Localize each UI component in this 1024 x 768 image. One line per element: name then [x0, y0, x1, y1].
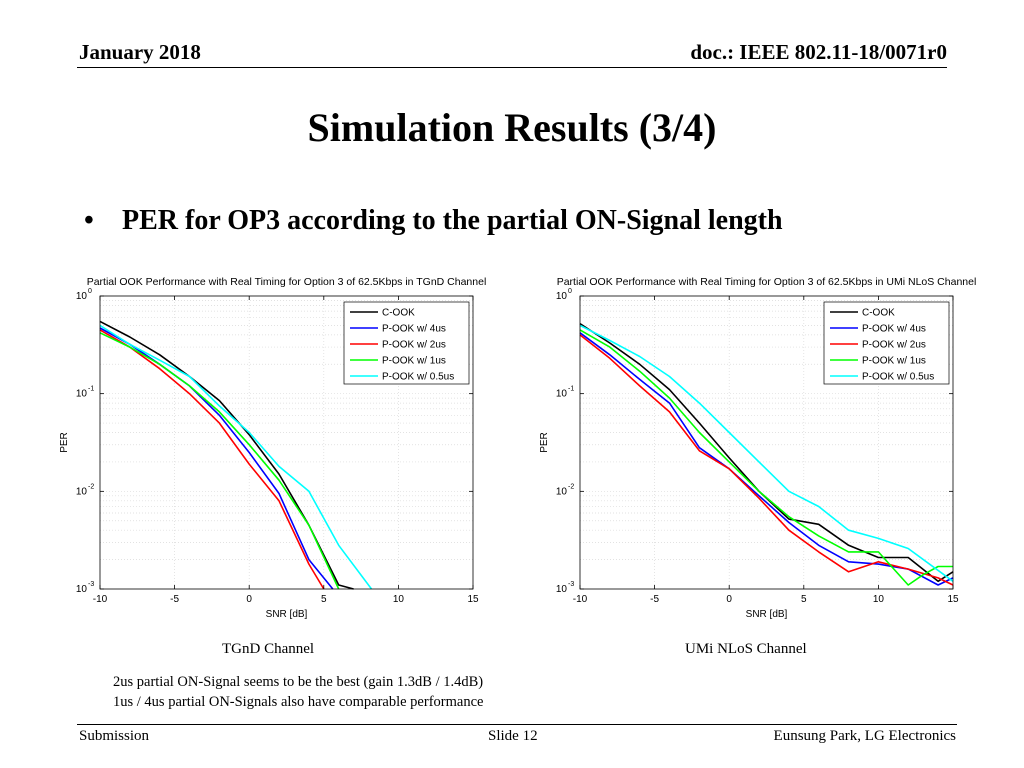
legend-entry-3: P-OOK w/ 1us	[382, 356, 446, 367]
x-tick-label: -5	[650, 594, 659, 605]
caption-umi: UMi NLoS Channel	[685, 641, 807, 657]
x-axis-label: SNR [dB]	[746, 609, 788, 620]
legend-entry-2: P-OOK w/ 2us	[382, 340, 446, 351]
x-tick-label: 0	[246, 594, 252, 605]
y-tick-exponent: -2	[568, 483, 574, 490]
footer-author: Eunsung Park, LG Electronics	[773, 728, 956, 744]
legend-entry-0: C-OOK	[862, 308, 895, 319]
note-line-2: 1us / 4us partial ON-Signals also have c…	[113, 694, 484, 710]
series-line-4	[99, 324, 373, 590]
legend-box	[823, 301, 950, 385]
y-axis-label: PER	[59, 432, 70, 453]
x-tick-label: 5	[321, 594, 327, 605]
axes-box	[99, 295, 474, 590]
series-line-2	[99, 329, 325, 590]
y-tick-label: 10	[76, 486, 88, 497]
footer-rule	[77, 724, 957, 725]
legend-entry-3: P-OOK w/ 1us	[862, 356, 926, 367]
legend: C-OOK P-OOK w/ 4us P-OOK w/ 2us P-OOK w/ 1u…	[343, 301, 470, 385]
y-tick-exponent: -3	[88, 581, 94, 588]
chart-tgnd: Partial OOK Performance with Real Timing…	[59, 276, 487, 620]
axes-box	[579, 295, 954, 590]
legend-entry-4: P-OOK w/ 0.5us	[382, 372, 454, 383]
legend-entry-4: P-OOK w/ 0.5us	[862, 372, 934, 383]
x-tick-label: 15	[947, 594, 959, 605]
y-tick-exponent: -3	[568, 581, 574, 588]
footer-submission: Submission	[79, 728, 150, 744]
y-tick-exponent: 0	[568, 288, 572, 295]
y-tick-exponent: -1	[88, 386, 94, 393]
series-line-0	[99, 320, 354, 590]
y-tick-exponent: 0	[88, 288, 92, 295]
chart-title: Partial OOK Performance with Real Timing…	[557, 276, 977, 288]
notes: 2us partial ON-Signal seems to be the be…	[113, 672, 483, 712]
bullet-text: PER for OP3 according to the partial ON-…	[122, 205, 783, 236]
x-tick-label: 15	[467, 594, 479, 605]
chart-umi-nlos: Partial OOK Performance with Real Timing…	[539, 276, 977, 620]
y-tick-label: 10	[556, 584, 568, 595]
x-tick-label: -10	[93, 594, 108, 605]
x-tick-label: 0	[726, 594, 732, 605]
x-tick-label: 10	[393, 594, 405, 605]
header-date: January 2018	[79, 40, 201, 64]
legend-entry-2: P-OOK w/ 2us	[862, 340, 926, 351]
y-axis-label: PER	[539, 432, 550, 453]
series-line-3	[99, 332, 340, 590]
y-tick-label: 10	[76, 389, 88, 400]
x-tick-label: 10	[873, 594, 885, 605]
series-line-0	[579, 323, 954, 583]
y-tick-label: 10	[76, 584, 88, 595]
legend-box	[343, 301, 470, 385]
y-tick-label: 10	[556, 389, 568, 400]
grid	[100, 296, 473, 589]
chart-title: Partial OOK Performance with Real Timing…	[87, 276, 487, 288]
header-rule	[77, 67, 947, 68]
series-line-1	[99, 327, 334, 590]
series-line-4	[579, 324, 954, 582]
footer-slide-number: Slide 12	[488, 728, 538, 744]
x-axis-label: SNR [dB]	[266, 609, 308, 620]
y-tick-label: 10	[76, 291, 88, 302]
y-tick-label: 10	[556, 486, 568, 497]
legend-entry-1: P-OOK w/ 4us	[862, 324, 926, 335]
x-tick-label: -5	[170, 594, 179, 605]
x-tick-label: 5	[801, 594, 807, 605]
caption-tgnd: TGnD Channel	[222, 641, 315, 657]
x-tick-label: -10	[573, 594, 588, 605]
x-axis: -10 -5 0 5 10 15	[93, 296, 479, 605]
bullet-dot: •	[84, 205, 94, 236]
legend-entry-1: P-OOK w/ 4us	[382, 324, 446, 335]
slide-title: Simulation Results (3/4)	[307, 105, 717, 150]
x-axis: -10 -5 0 5 10 15	[573, 296, 959, 605]
series-line-3	[579, 329, 953, 586]
y-tick-exponent: -2	[88, 483, 94, 490]
note-line-1: 2us partial ON-Signal seems to be the be…	[113, 674, 484, 690]
series-line-2	[579, 334, 954, 586]
legend: C-OOK P-OOK w/ 4us P-OOK w/ 2us P-OOK w/ 1u…	[823, 301, 950, 385]
y-tick-exponent: -1	[568, 386, 574, 393]
legend-entry-0: C-OOK	[382, 308, 415, 319]
y-tick-label: 10	[556, 291, 568, 302]
bullet-item: • PER for OP3 according to the partial ON…	[84, 205, 783, 237]
header-doc-id: doc.: IEEE 802.11-18/0071r0	[690, 40, 947, 64]
